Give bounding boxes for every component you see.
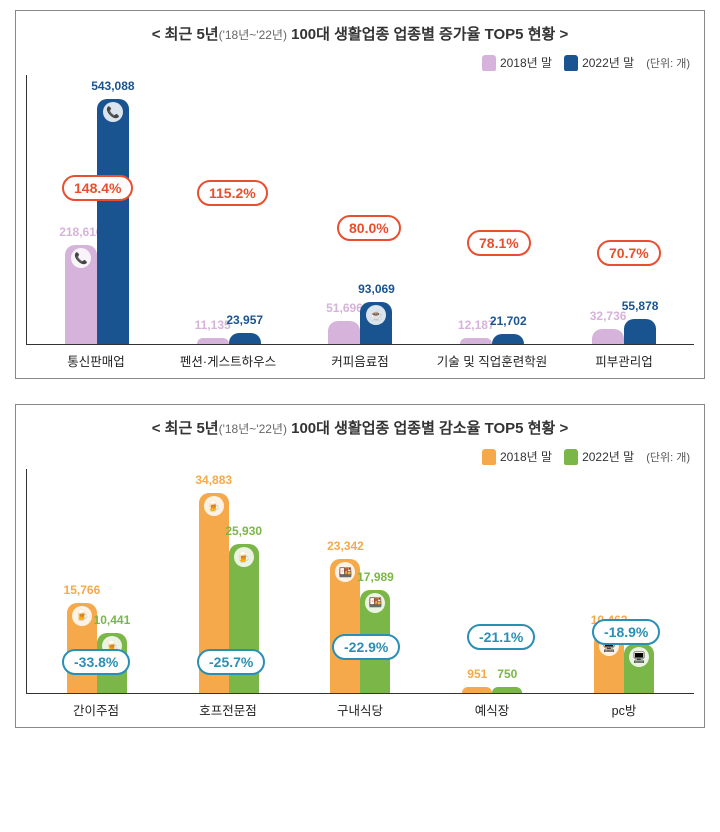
bar-group: 951750	[426, 687, 558, 693]
bar-2018: 32,736	[592, 329, 624, 344]
legend-2022: 2022년 말	[564, 448, 634, 465]
legend-2018-label: 2018년 말	[500, 54, 552, 71]
chart2-legend: 2018년 말 2022년 말 (단위: 개)	[26, 448, 694, 465]
percent-badge: -25.7%	[197, 649, 265, 675]
bar-2018: 218,616📞	[65, 245, 97, 344]
bar-group: 12,18721,702	[426, 334, 558, 344]
category-icon: 🍺	[234, 547, 254, 567]
value-label-2022: 21,702	[490, 314, 527, 328]
chart1-title-rest: 100대 생활업종 업종별 증가율 TOP5 현황 >	[291, 26, 568, 43]
category-icon: 🍱	[335, 562, 355, 582]
bar-2018: 12,187	[460, 338, 492, 344]
value-label-2022: 55,878	[622, 299, 659, 313]
category-icon: 🖥	[629, 647, 649, 667]
value-label-2022: 25,930	[225, 524, 262, 538]
chart1-title-prefix: < 최근 5년	[152, 26, 219, 43]
value-label-2022: 17,989	[357, 570, 394, 584]
legend-2018: 2018년 말	[482, 448, 552, 465]
bar-2022: 23,957	[229, 333, 261, 344]
bar-2018: 23,342🍱	[330, 559, 360, 693]
category-label: 예식장	[426, 700, 558, 719]
category-icon: 📞	[103, 102, 123, 122]
bar-2018: 11,135	[197, 338, 229, 344]
percent-badge: 148.4%	[62, 175, 133, 201]
swatch-2022-icon	[564, 55, 578, 71]
bar-2022: 750	[492, 687, 522, 693]
category-icon: 🍱	[365, 593, 385, 613]
bar-2022: 8,485🖥	[624, 644, 654, 693]
percent-badge: -33.8%	[62, 649, 130, 675]
value-label-2022: 750	[497, 667, 517, 681]
value-label-2022: 23,957	[226, 313, 263, 327]
bar-2022: 21,702	[492, 334, 524, 344]
value-label-2018: 23,342	[327, 539, 364, 553]
swatch-2018-icon	[482, 55, 496, 71]
value-label-2018: 11,135	[195, 318, 231, 332]
legend-2022-label: 2022년 말	[582, 448, 634, 465]
chart1-legend: 2018년 말 2022년 말 (단위: 개)	[26, 54, 694, 71]
chart2-categories: 간이주점호프전문점구내식당예식장pc방	[26, 694, 694, 719]
category-label: 간이주점	[30, 700, 162, 719]
percent-badge: 80.0%	[337, 215, 401, 241]
chart2-title: < 최근 5년('18년~'22년) 100대 생활업종 업종별 감소율 TOP…	[26, 417, 694, 438]
bar-2022: 543,088📞	[97, 99, 129, 344]
swatch-2018-icon	[482, 449, 496, 465]
chart2-unit: (단위: 개)	[646, 449, 690, 465]
value-label-2022: 543,088	[91, 79, 134, 93]
legend-2022-label: 2022년 말	[582, 54, 634, 71]
category-label: 커피음료점	[294, 351, 426, 370]
value-label-2018: 51,696	[326, 301, 363, 315]
chart1-categories: 통신판매업펜션·게스트하우스커피음료점기술 및 직업훈련학원피부관리업	[26, 345, 694, 370]
percent-badge: 115.2%	[197, 180, 268, 206]
chart2-title-rest: 100대 생활업종 업종별 감소율 TOP5 현황 >	[291, 420, 568, 437]
percent-badge: 70.7%	[597, 240, 661, 266]
legend-2018: 2018년 말	[482, 54, 552, 71]
top5-decrease-chart: < 최근 5년('18년~'22년) 100대 생활업종 업종별 감소율 TOP…	[15, 404, 705, 728]
category-icon: 🍺	[204, 496, 224, 516]
legend-2022: 2022년 말	[564, 54, 634, 71]
chart1-unit: (단위: 개)	[646, 55, 690, 71]
bar-group: 11,13523,957	[163, 333, 295, 344]
chart1-plot: 218,616📞543,088📞148.4%11,13523,957115.2%…	[26, 75, 694, 345]
value-label-2022: 10,441	[94, 613, 131, 627]
bar-2022: 93,069☕	[360, 302, 392, 344]
value-label-2018: 951	[467, 667, 487, 681]
bar-2018: 15,766🍺	[67, 603, 97, 693]
value-label-2018: 15,766	[64, 583, 101, 597]
category-label: 호프전문점	[162, 700, 294, 719]
category-label: 기술 및 직업훈련학원	[426, 351, 558, 370]
percent-badge: -21.1%	[467, 624, 535, 650]
bar-group: 32,73655,878	[558, 319, 690, 344]
value-label-2022: 93,069	[358, 282, 395, 296]
category-icon: 📞	[71, 248, 91, 268]
category-label: 구내식당	[294, 700, 426, 719]
swatch-2022-icon	[564, 449, 578, 465]
bar-group: 51,69693,069☕	[295, 302, 427, 344]
category-icon: ☕	[366, 305, 386, 325]
category-label: 피부관리업	[558, 351, 690, 370]
bar-group: 23,342🍱17,989🍱	[295, 559, 427, 693]
chart2-title-prefix: < 최근 5년	[152, 420, 219, 437]
category-label: pc방	[558, 700, 690, 719]
bar-2018: 951	[462, 687, 492, 693]
chart1-title-sub: ('18년~'22년)	[219, 28, 287, 42]
percent-badge: 78.1%	[467, 230, 531, 256]
category-label: 통신판매업	[30, 351, 162, 370]
chart1-title: < 최근 5년('18년~'22년) 100대 생활업종 업종별 증가율 TOP…	[26, 23, 694, 44]
chart2-title-sub: ('18년~'22년)	[219, 422, 287, 436]
bar-2018: 51,696	[328, 321, 360, 344]
value-label-2018: 34,883	[195, 473, 232, 487]
percent-badge: -18.9%	[592, 619, 660, 645]
bar-group: 218,616📞543,088📞	[31, 99, 163, 344]
bar-2022: 55,878	[624, 319, 656, 344]
top5-increase-chart: < 최근 5년('18년~'22년) 100대 생활업종 업종별 증가율 TOP…	[15, 10, 705, 379]
category-icon: 🍺	[72, 606, 92, 626]
chart2-plot: 15,766🍺10,441🍺-33.8%34,883🍺25,930🍺-25.7%…	[26, 469, 694, 694]
percent-badge: -22.9%	[332, 634, 400, 660]
bar-group: 15,766🍺10,441🍺	[31, 603, 163, 693]
legend-2018-label: 2018년 말	[500, 448, 552, 465]
category-label: 펜션·게스트하우스	[162, 351, 294, 370]
